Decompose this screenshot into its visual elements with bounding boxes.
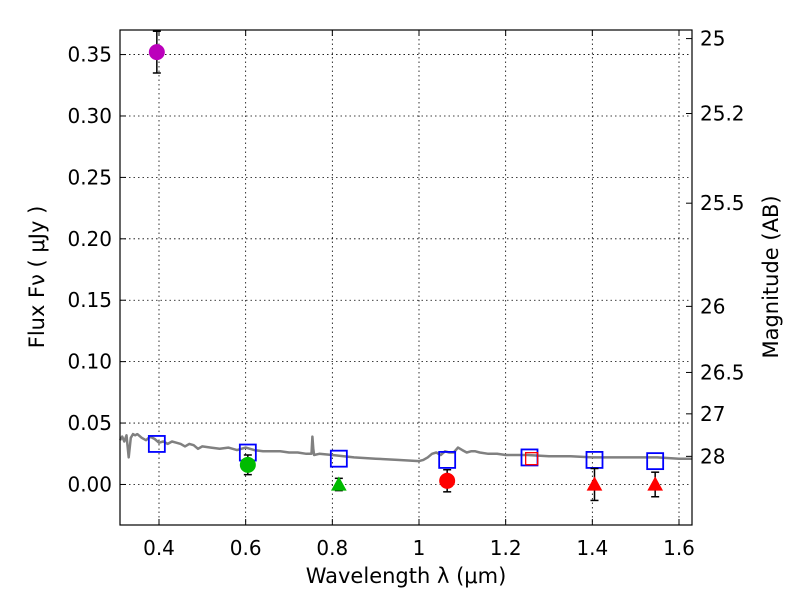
- observed-flux-point: [439, 472, 456, 489]
- observed-flux-point: [148, 44, 165, 61]
- mag-tick-label: 26: [700, 294, 725, 318]
- observed-flux-point: [239, 456, 256, 473]
- plot-area: [118, 30, 692, 502]
- x-axis-title: Wavelength λ (μm): [306, 564, 507, 588]
- y2-axis-title: Magnitude (AB): [759, 195, 783, 358]
- y-tick-label: 0.10: [67, 350, 112, 374]
- model-flux-square: [520, 448, 539, 467]
- model-flux-square: [147, 435, 166, 453]
- x-tick-label: 1: [413, 536, 426, 560]
- mag-tick-label: 25.5: [700, 191, 745, 215]
- mag-tick-label: 27: [700, 402, 725, 426]
- template-spectrum-line: [118, 432, 692, 463]
- model-flux-square: [329, 449, 348, 468]
- y-tick-label: 0.25: [67, 165, 112, 189]
- x-tick-label: 0.6: [230, 536, 262, 560]
- x-tick-label: 1.6: [663, 536, 695, 560]
- mag-tick-label: 26.5: [700, 360, 745, 384]
- grid: [120, 30, 692, 525]
- mag-tick-label: 25.2: [700, 102, 745, 126]
- ticks: 0.4 0.6 0.8 1 1.2 1.4 1.6 0.00 0.05 0.10 0.15 0.20 0…: [67, 27, 744, 560]
- upper-limit-triangle: [586, 476, 603, 491]
- model-flux-square: [585, 451, 604, 469]
- mag-tick-label: 28: [700, 444, 725, 468]
- axes: [119, 29, 693, 526]
- y-tick-label: 0.30: [67, 104, 112, 128]
- y-tick-label: 0.05: [67, 411, 112, 435]
- x-tick-label: 1.2: [490, 536, 522, 560]
- y-tick-label: 0.00: [67, 472, 112, 496]
- x-tick-label: 0.4: [143, 536, 175, 560]
- extra-square-marker: [525, 452, 539, 466]
- y-axis-title: Flux Fν ( μJy ): [25, 206, 49, 349]
- upper-limit-triangle: [330, 476, 347, 491]
- y-tick-label: 0.20: [67, 227, 112, 251]
- x-tick-label: 1.4: [576, 536, 608, 560]
- model-flux-square: [646, 452, 665, 471]
- model-flux-square: [438, 451, 457, 469]
- y-tick-label: 0.15: [67, 288, 112, 312]
- plot-frame: [119, 29, 693, 526]
- mag-tick-label: 25: [700, 27, 725, 51]
- upper-limit-triangle: [647, 476, 664, 491]
- x-tick-label: 0.8: [316, 536, 348, 560]
- y-tick-label: 0.35: [67, 43, 112, 67]
